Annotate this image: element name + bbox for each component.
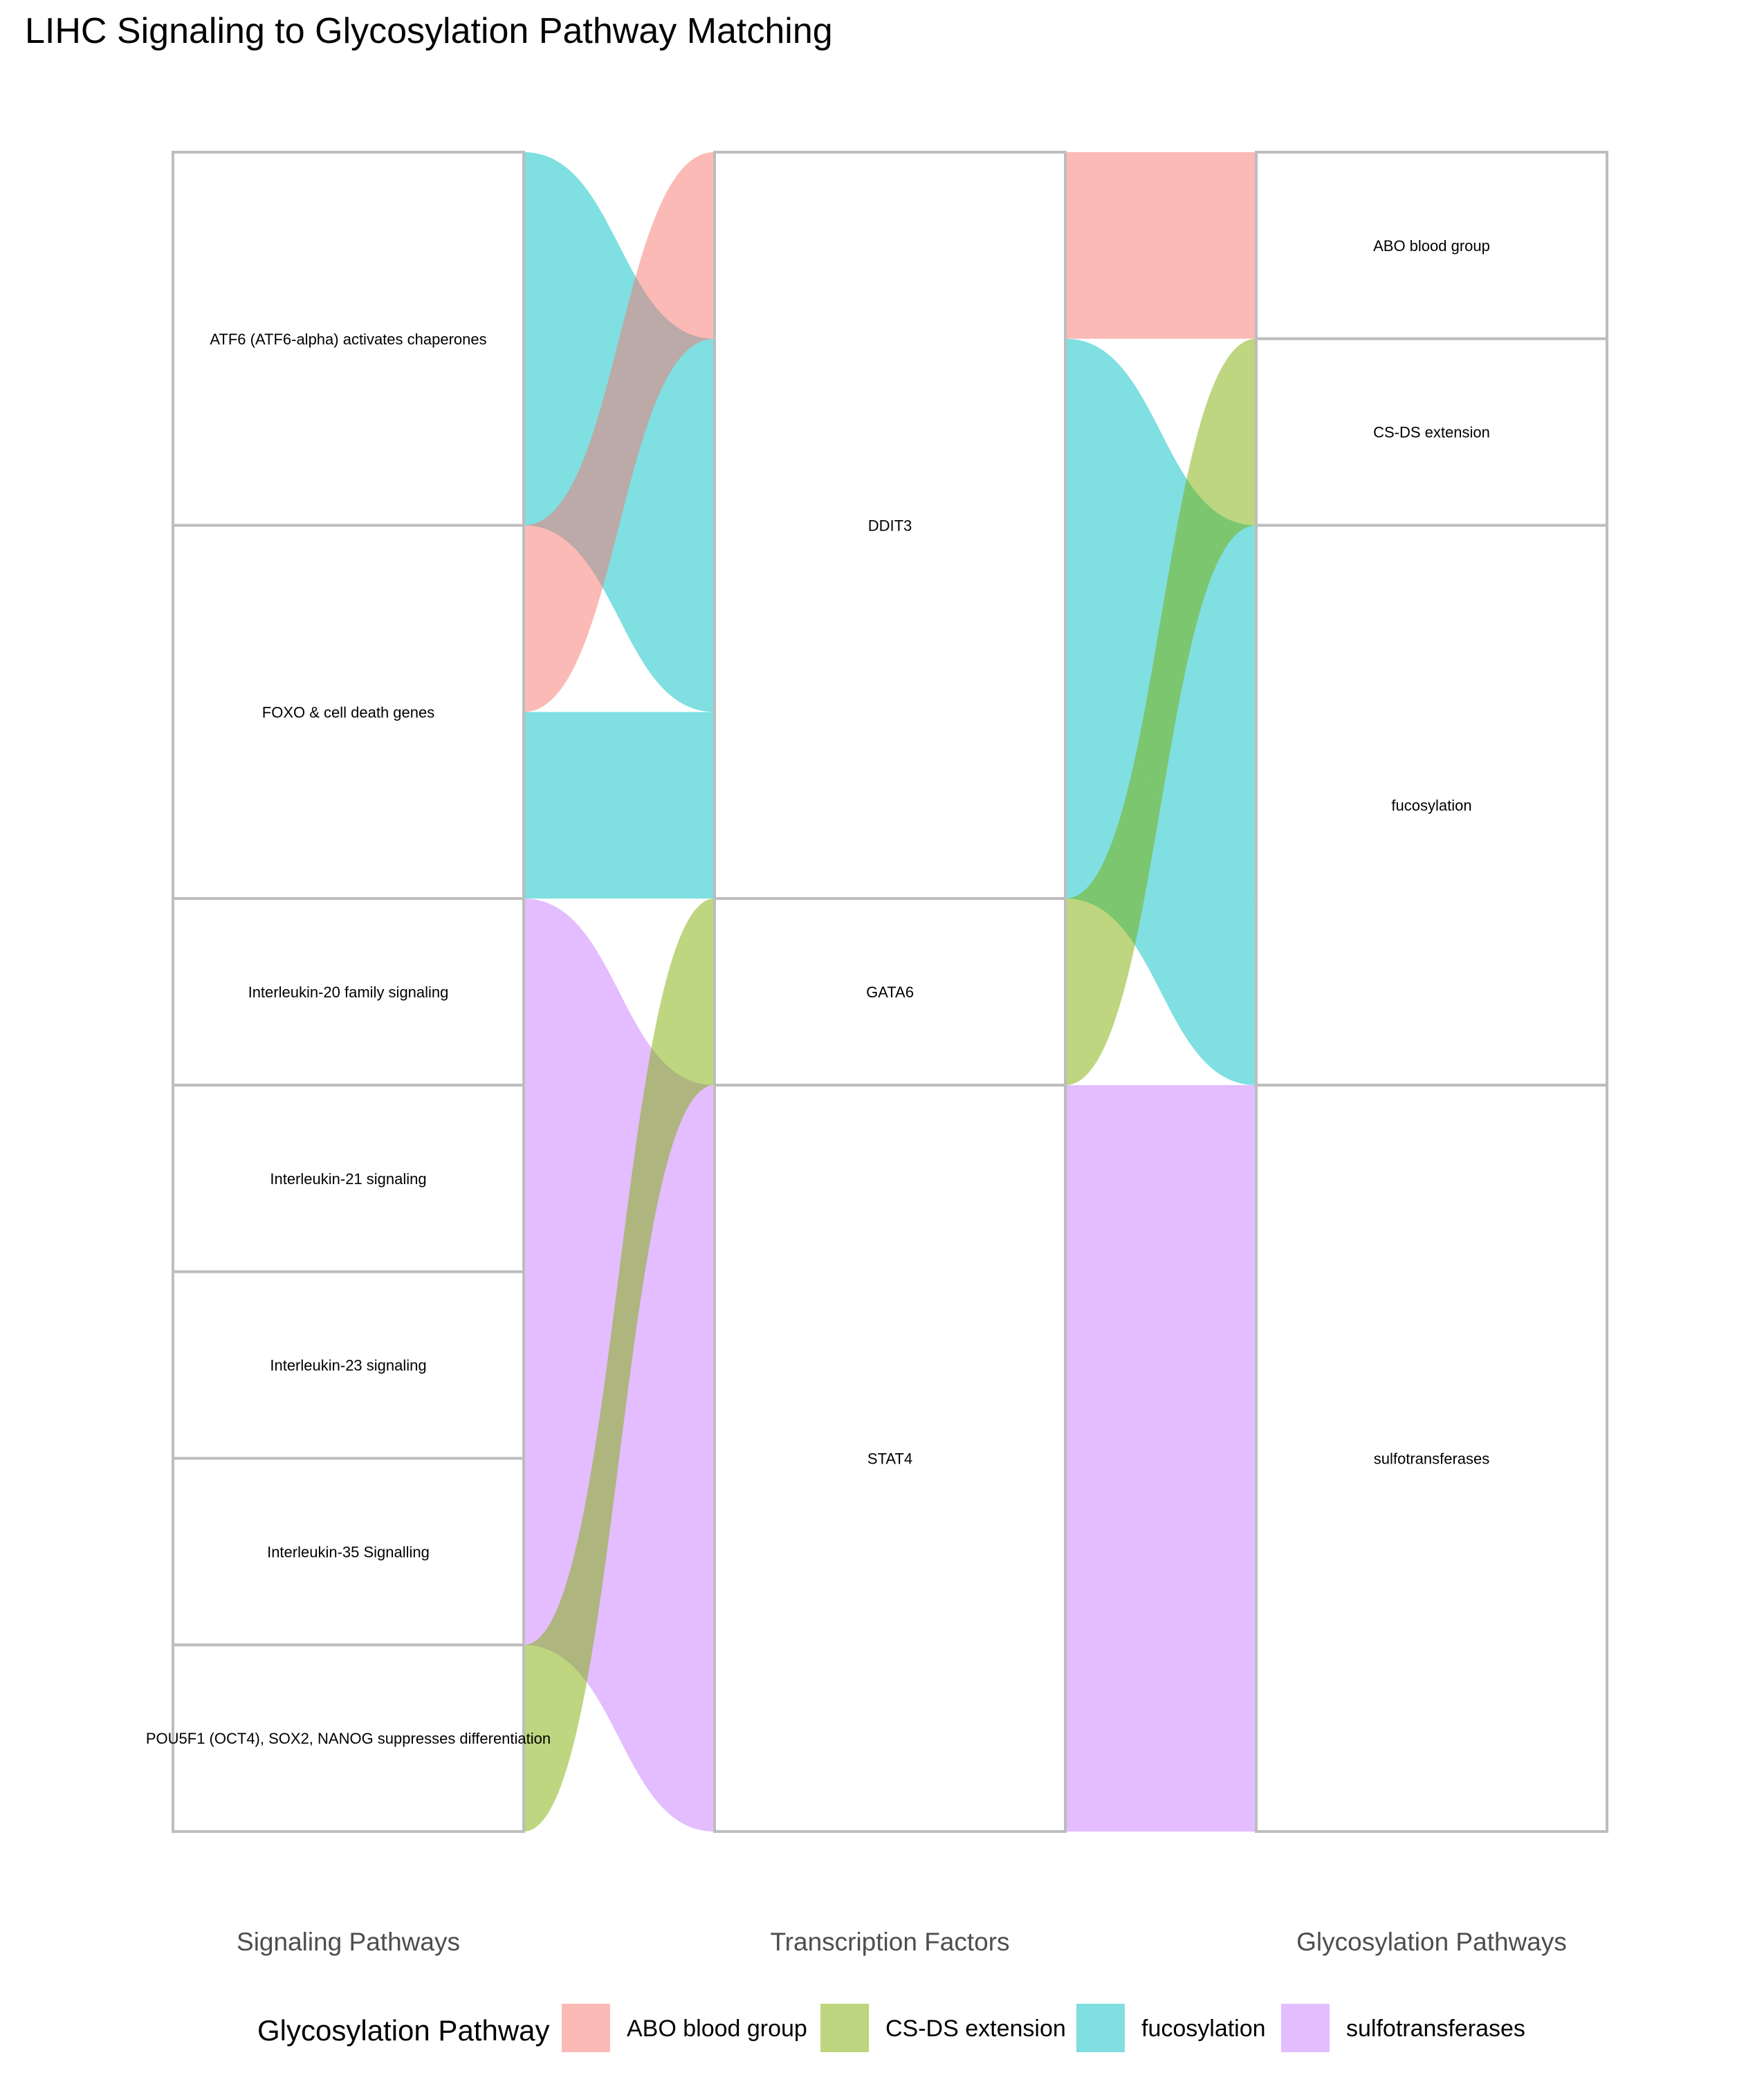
axis-label-glycosylation-pathways: Glycosylation Pathways: [1296, 1928, 1567, 1956]
node-label-cs-ds-extension: CS-DS extension: [1373, 424, 1490, 441]
flow-interleukin-35-signalling-to-sulfotransferases-2: [1065, 1645, 1256, 1832]
flow-interleukin-35-signalling-to-sulfotransferases-1: [524, 1458, 715, 1832]
node-label-interleukin-23-signaling: Interleukin-23 signaling: [270, 1357, 426, 1374]
node-cs-ds-extension: [1255, 337, 1608, 527]
nodes-layer: ATF6 (ATF6-alpha) activates chaperones FO…: [146, 151, 1608, 1833]
node-interleukin-20-family-signaling: [172, 897, 525, 1087]
node-label-interleukin-21-signaling: Interleukin-21 signaling: [270, 1170, 426, 1188]
node-sulfotransferases: [1255, 1083, 1608, 1833]
legend-key-cs-ds-extension: [820, 2004, 869, 2052]
node-label-abo-blood-group: ABO blood group: [1373, 237, 1490, 255]
flows-layer: [524, 152, 1256, 1832]
node-abo-blood-group: [1255, 151, 1608, 340]
legend-label-sulfotransferases: sulfotransferases: [1346, 2016, 1525, 2042]
node-label-gata6: GATA6: [866, 984, 914, 1001]
flow-foxo-cell-death-genes-to-abo-blood-group-1: [524, 152, 715, 712]
legend-title: Glycosylation Pathway: [257, 2014, 550, 2047]
flow-interleukin-21-signaling-to-sulfotransferases-2: [1065, 1271, 1256, 1459]
flow-pou5f1-oct4-sox2-nanog-suppresses-differentiation-to-cs-ds-extension-2: [1065, 338, 1256, 1085]
node-interleukin-21-signaling: [172, 1083, 525, 1273]
legend-key-abo-blood-group: [562, 2004, 610, 2052]
legend-label-cs-ds-extension: CS-DS extension: [885, 2016, 1066, 2042]
legend-key-sulfotransferases: [1281, 2004, 1330, 2052]
legend-label-abo-blood-group: ABO blood group: [627, 2016, 807, 2042]
axis-labels-layer: Signaling Pathways Transcription Factors G…: [237, 1928, 1567, 1956]
legend-key-fucosylation: [1076, 2004, 1125, 2052]
node-label-sulfotransferases: sulfotransferases: [1374, 1450, 1490, 1467]
flow-interleukin-20-family-signaling-to-sulfotransferases-2: [1065, 1085, 1256, 1272]
flow-foxo-cell-death-genes-to-abo-blood-group-2: [1065, 152, 1256, 339]
node-label-fucosylation: fucosylation: [1391, 797, 1471, 814]
node-atf6-atf6-alpha-activates-chaperones: [172, 151, 525, 527]
flow-foxo-cell-death-genes-to-fucosylation-2: [1065, 712, 1256, 1085]
node-interleukin-35-signalling: [172, 1457, 525, 1647]
legend: Glycosylation Pathway ABO blood group CS-…: [257, 2004, 1525, 2052]
node-foxo-cell-death-genes: [172, 524, 525, 901]
node-interleukin-23-signaling: [172, 1270, 525, 1460]
node-pou5f1-oct4-sox2-nanog-suppresses-differentiation: [172, 1643, 525, 1833]
chart-title: LIHC Signaling to Glycosylation Pathway …: [25, 11, 833, 51]
node-stat4: [713, 1083, 1067, 1833]
node-label-ddit3: DDIT3: [868, 517, 912, 535]
node-label-interleukin-35-signalling: Interleukin-35 Signalling: [267, 1543, 430, 1560]
node-label-atf6-atf6-alpha-activates-chaperones: ATF6 (ATF6-alpha) activates chaperones: [210, 331, 486, 348]
legend-label-fucosylation: fucosylation: [1141, 2016, 1266, 2042]
axis-label-transcription-factors: Transcription Factors: [770, 1928, 1009, 1956]
node-ddit3: [713, 151, 1067, 901]
flow-interleukin-23-signaling-to-sulfotransferases-2: [1065, 1458, 1256, 1645]
flow-foxo-cell-death-genes-to-fucosylation-1: [524, 712, 715, 899]
node-label-stat4: STAT4: [867, 1450, 912, 1467]
node-gata6: [713, 897, 1067, 1087]
flow-pou5f1-oct4-sox2-nanog-suppresses-differentiation-to-cs-ds-extension-1: [524, 898, 715, 1832]
axis-label-signaling-pathways: Signaling Pathways: [237, 1928, 460, 1956]
flow-interleukin-20-family-signaling-to-sulfotransferases-1: [524, 898, 715, 1272]
node-label-pou5f1-oct4-sox2-nanog-suppresses-differentiation: POU5F1 (OCT4), SOX2, NANOG suppresses di…: [146, 1730, 551, 1747]
node-fucosylation: [1255, 524, 1608, 1087]
node-label-interleukin-20-family-signaling: Interleukin-20 family signaling: [248, 984, 449, 1001]
node-label-foxo-cell-death-genes: FOXO & cell death genes: [262, 703, 434, 721]
